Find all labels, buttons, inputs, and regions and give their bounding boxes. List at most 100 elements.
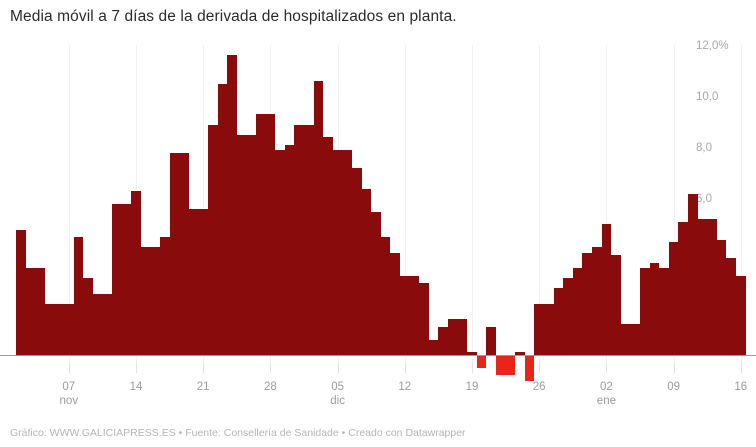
bar[interactable] bbox=[515, 352, 525, 355]
bar[interactable] bbox=[179, 152, 189, 355]
bar[interactable] bbox=[572, 267, 583, 355]
bar[interactable] bbox=[313, 81, 324, 355]
bar[interactable] bbox=[640, 267, 650, 355]
bar[interactable] bbox=[534, 303, 544, 355]
bar[interactable] bbox=[544, 303, 554, 355]
bar[interactable] bbox=[678, 221, 688, 355]
bar[interactable] bbox=[246, 134, 256, 355]
bar[interactable] bbox=[419, 283, 429, 355]
bar[interactable] bbox=[342, 150, 352, 355]
x-axis-tick-label: 19 bbox=[465, 381, 479, 393]
bar[interactable] bbox=[496, 355, 506, 376]
bar[interactable] bbox=[438, 326, 448, 355]
x-axis-tick bbox=[740, 363, 742, 373]
x-axis-tick bbox=[606, 363, 608, 373]
x-axis-tick-label: 05 dic bbox=[330, 381, 345, 408]
bar[interactable] bbox=[304, 124, 314, 355]
x-axis-tick-label: 26 bbox=[532, 381, 546, 393]
bar[interactable] bbox=[486, 326, 496, 355]
bar[interactable] bbox=[582, 252, 592, 355]
bar[interactable] bbox=[553, 288, 564, 355]
bar[interactable] bbox=[659, 267, 669, 355]
bar[interactable] bbox=[92, 293, 103, 355]
bar[interactable] bbox=[131, 191, 141, 355]
x-axis-tick-label: 16 bbox=[734, 381, 748, 393]
bar[interactable] bbox=[505, 355, 516, 376]
bar[interactable] bbox=[227, 55, 237, 355]
bar[interactable] bbox=[736, 275, 746, 355]
bar[interactable] bbox=[611, 255, 621, 355]
bar[interactable] bbox=[44, 303, 55, 355]
bar[interactable] bbox=[150, 247, 160, 355]
bar[interactable] bbox=[102, 293, 112, 355]
zero-baseline bbox=[0, 355, 756, 356]
bar[interactable] bbox=[668, 242, 679, 355]
x-axis-tick bbox=[404, 363, 406, 373]
bar[interactable] bbox=[198, 209, 208, 355]
x-axis-month-label: dic bbox=[330, 395, 345, 408]
bar[interactable] bbox=[35, 267, 45, 355]
bar[interactable] bbox=[275, 150, 285, 355]
bar[interactable] bbox=[697, 219, 708, 355]
bar[interactable] bbox=[112, 203, 122, 355]
gridline-vertical bbox=[606, 45, 608, 363]
bar[interactable] bbox=[457, 319, 468, 355]
bar[interactable] bbox=[121, 203, 132, 355]
bar[interactable] bbox=[688, 193, 698, 355]
bar[interactable] bbox=[649, 262, 660, 355]
bar[interactable] bbox=[160, 237, 170, 355]
y-axis-tick-label: 6,0 bbox=[696, 193, 712, 206]
gridline-vertical bbox=[673, 45, 675, 363]
bar[interactable] bbox=[620, 324, 631, 355]
bar[interactable] bbox=[54, 303, 64, 355]
chart-plot-area: 12,0%10,08,06,04,02,0 bbox=[0, 40, 756, 381]
bar[interactable] bbox=[217, 83, 228, 355]
bar[interactable] bbox=[563, 278, 573, 355]
bar[interactable] bbox=[592, 247, 602, 355]
bar[interactable] bbox=[323, 137, 333, 355]
bar[interactable] bbox=[16, 229, 26, 355]
bar[interactable] bbox=[294, 124, 304, 355]
bar[interactable] bbox=[265, 114, 276, 355]
x-axis-tick bbox=[539, 363, 541, 373]
bar[interactable] bbox=[716, 239, 727, 355]
bar[interactable] bbox=[601, 224, 612, 355]
bar[interactable] bbox=[361, 188, 372, 355]
bar[interactable] bbox=[64, 303, 74, 355]
x-axis-tick bbox=[472, 363, 473, 373]
x-axis-tick-label: 07 nov bbox=[59, 381, 79, 408]
bar[interactable] bbox=[73, 237, 84, 355]
bar[interactable] bbox=[476, 355, 487, 368]
bar[interactable] bbox=[169, 152, 180, 355]
bar[interactable] bbox=[400, 275, 410, 355]
y-axis-tick-label: 10,0 bbox=[696, 91, 719, 103]
gridline-vertical bbox=[740, 45, 742, 363]
bar[interactable] bbox=[352, 168, 362, 355]
bar[interactable] bbox=[140, 247, 151, 355]
bar[interactable] bbox=[630, 324, 640, 355]
bar[interactable] bbox=[371, 211, 381, 355]
bar[interactable] bbox=[380, 237, 391, 355]
bar[interactable] bbox=[524, 355, 535, 381]
bar[interactable] bbox=[390, 252, 400, 355]
bar[interactable] bbox=[707, 219, 717, 355]
bar[interactable] bbox=[256, 114, 266, 355]
gridline-vertical bbox=[539, 45, 541, 363]
chart-footer: Gráfico: WWW.GALICIAPRESS.ES • Fuente: C… bbox=[10, 427, 466, 439]
bar[interactable] bbox=[188, 209, 199, 355]
bar[interactable] bbox=[236, 134, 247, 355]
bar[interactable] bbox=[409, 275, 420, 355]
x-axis-tick-label: 02 ene bbox=[596, 381, 616, 408]
bar[interactable] bbox=[467, 352, 477, 355]
x-axis-month-label: nov bbox=[59, 395, 79, 408]
bar[interactable] bbox=[284, 145, 295, 355]
bar[interactable] bbox=[448, 319, 458, 355]
bar[interactable] bbox=[25, 267, 36, 355]
bar[interactable] bbox=[208, 124, 218, 355]
x-axis-tick-label: 14 bbox=[129, 381, 143, 393]
bar[interactable] bbox=[726, 257, 736, 355]
bar[interactable] bbox=[332, 150, 343, 355]
gridline-vertical bbox=[404, 45, 406, 363]
bar[interactable] bbox=[428, 339, 439, 355]
bar[interactable] bbox=[83, 278, 93, 355]
